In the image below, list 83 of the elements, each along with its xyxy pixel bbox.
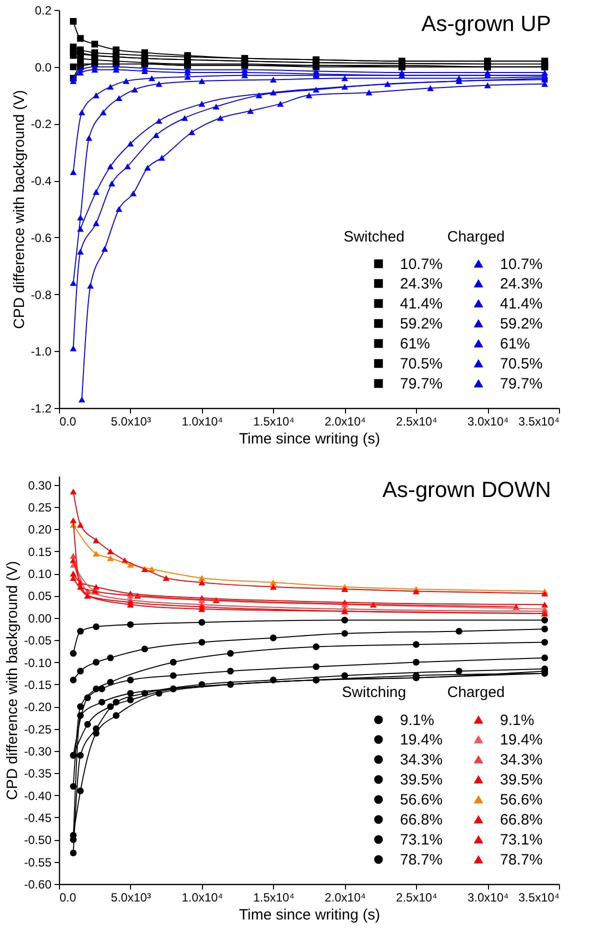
legend-label: 34.3%	[400, 752, 443, 768]
y-tick-label: 0.15	[28, 544, 52, 559]
annotation: Switched	[344, 228, 404, 246]
annotation: Charged	[447, 228, 505, 246]
legend-label: 19.4%	[400, 732, 443, 748]
y-tick-label: -0.15	[24, 678, 52, 692]
legend-label: 73.1%	[400, 832, 443, 848]
legend-label: 78.7%	[400, 852, 443, 868]
y-tick-label: -1.2	[30, 402, 52, 416]
legend-label: 59.2%	[500, 316, 543, 332]
y-tick-label: -0.50	[24, 833, 52, 848]
chart-title: As-grown DOWN	[382, 477, 551, 502]
y-tick-label: -1.0	[30, 344, 52, 359]
legend-label: 24.3%	[400, 276, 443, 292]
legend-label: 56.6%	[500, 792, 543, 808]
legend-label: 79.7%	[400, 376, 443, 392]
y-tick-label: 0.0	[34, 60, 52, 74]
y-tick-label: -0.20	[24, 700, 52, 714]
y-tick-label: -0.6	[30, 230, 52, 245]
legend-label: 9.1%	[400, 712, 434, 729]
x-axis-title: Time since writing (s)	[238, 906, 380, 924]
legend-label: 70.5%	[500, 356, 543, 372]
legend-label: 61%	[400, 336, 430, 352]
y-tick-label: 0.00	[28, 611, 52, 626]
y-tick-label: 0.30	[28, 478, 52, 492]
x-tick-label: 1.5x10⁴	[253, 890, 294, 904]
x-tick-label: 3.0x10⁴	[467, 890, 509, 904]
legend-label: 73.1%	[500, 832, 543, 848]
y-axis-title: CPD difference with background (V)	[10, 90, 28, 330]
x-tick-label: 2.5x10⁴	[396, 414, 438, 428]
legend-label: 78.7%	[500, 852, 543, 868]
legend-label: 56.6%	[400, 792, 443, 808]
legend-label: 41.4%	[500, 296, 543, 312]
y-tick-label: -0.8	[30, 288, 52, 302]
legend-label: 9.1%	[500, 712, 534, 729]
x-tick-label: 0.0	[60, 890, 77, 904]
x-tick-label: 1.0x10⁴	[182, 414, 223, 428]
y-tick-label: -0.45	[24, 810, 52, 825]
y-tick-label: 0.2	[34, 4, 52, 18]
x-tick-label: 5.0x10³	[110, 414, 151, 428]
legend-label: 19.4%	[500, 732, 543, 748]
legend-label: 10.7%	[500, 256, 543, 273]
x-tick-label: 2.5x10⁴	[396, 890, 438, 904]
legend-label: 39.5%	[500, 772, 543, 788]
y-tick-label: 0.20	[28, 522, 52, 537]
legend-label: 66.8%	[400, 812, 443, 828]
x-tick-label: 3.5x10⁴	[518, 414, 560, 428]
legend-label: 10.7%	[400, 256, 443, 273]
y-tick-label: 0.10	[28, 567, 52, 582]
legend-label: 79.7%	[500, 376, 543, 392]
x-tick-label: 0.0	[60, 414, 77, 428]
y-tick-label: -0.05	[24, 634, 52, 648]
y-tick-label: -0.30	[24, 744, 52, 758]
x-tick-label: 1.5x10⁴	[253, 414, 294, 428]
y-tick-label: 0.25	[28, 500, 52, 515]
legend-label: 41.4%	[400, 296, 443, 312]
x-tick-label: 3.0x10⁴	[467, 414, 509, 428]
y-tick-label: -0.60	[24, 878, 52, 892]
annotation: Charged	[447, 684, 505, 701]
y-tick-label: -0.4	[30, 174, 52, 188]
y-tick-label: -0.10	[24, 656, 52, 670]
x-tick-label: 2.0x10⁴	[324, 890, 366, 904]
y-tick-label: -0.35	[24, 766, 52, 781]
legend-label: 61%	[500, 336, 530, 352]
x-tick-label: 3.5x10⁴	[518, 890, 560, 904]
legend-label: 24.3%	[500, 276, 543, 292]
y-tick-label: -0.2	[30, 117, 52, 132]
annotation: Switching	[342, 684, 406, 701]
chart-title: As-grown UP	[421, 11, 551, 36]
x-axis-title: Time since writing (s)	[238, 430, 380, 448]
y-axis-title: CPD difference with background (V)	[4, 560, 22, 800]
y-tick-label: -0.40	[24, 788, 52, 803]
legend-label: 70.5%	[400, 356, 443, 372]
legend-label: 34.3%	[500, 752, 543, 768]
legend-label: 66.8%	[500, 812, 543, 828]
y-tick-label: 0.05	[28, 589, 52, 604]
y-tick-label: -0.55	[24, 855, 52, 870]
legend-label: 59.2%	[400, 316, 443, 332]
x-tick-label: 1.0x10⁴	[182, 890, 223, 904]
y-tick-label: -0.25	[24, 722, 52, 736]
legend-label: 39.5%	[400, 772, 443, 788]
x-tick-label: 2.0x10⁴	[324, 414, 366, 428]
x-tick-label: 5.0x10³	[110, 890, 151, 904]
